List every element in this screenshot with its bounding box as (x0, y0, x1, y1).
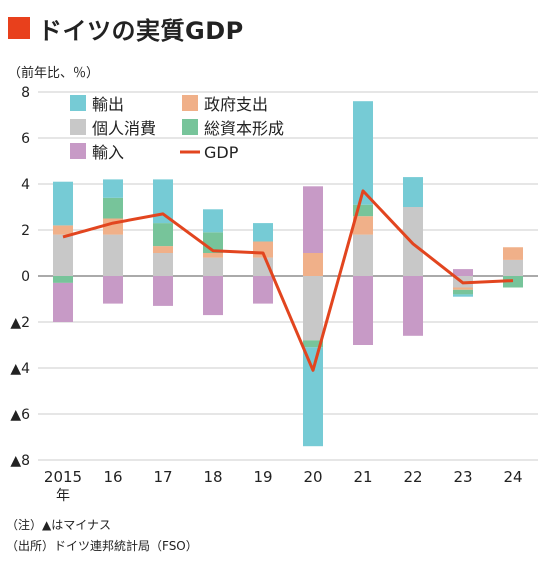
bar-imports (203, 276, 223, 316)
bar-consumption (303, 276, 323, 341)
title-square-icon (8, 17, 30, 39)
bar-exports (303, 347, 323, 447)
bar-government (153, 246, 173, 253)
bar-imports (103, 276, 123, 304)
bar-exports (253, 223, 273, 242)
bar-capital (453, 289, 473, 295)
bar-exports (353, 101, 373, 205)
y-tick-label: 4 (21, 177, 30, 193)
bar-government (503, 247, 523, 260)
bar-imports (253, 276, 273, 304)
bar-imports (403, 276, 423, 336)
bar-government (353, 216, 373, 235)
legend-label-consumption: 個人消費 (92, 119, 156, 138)
legend-label-exports: 輸出 (92, 95, 124, 114)
bar-capital (103, 197, 123, 219)
chart-title: ドイツの実質GDP (8, 10, 244, 46)
y-tick-label: ▲4 (10, 361, 30, 377)
bar-imports (453, 269, 473, 276)
legend-label-government: 政府支出 (204, 95, 268, 114)
y-tick-label: 6 (21, 131, 30, 147)
y-tick-label: ▲8 (10, 453, 30, 469)
legend-swatch-exports (70, 95, 86, 111)
chart-title-text: ドイツの実質GDP (38, 16, 244, 45)
note-source: （出所）ドイツ連邦統計局（FSO） (6, 539, 198, 553)
bar-exports (53, 181, 73, 226)
unit-label: （前年比、％） (8, 66, 100, 81)
y-tick-label: ▲6 (10, 407, 30, 423)
bar-consumption (203, 257, 223, 276)
bar-exports (453, 294, 473, 297)
legend-swatch-imports (70, 143, 86, 159)
bar-imports (153, 276, 173, 306)
bar-consumption (503, 259, 523, 276)
bar-exports (203, 209, 223, 233)
x-tick-label: 22 (403, 468, 422, 486)
legend-label-gdp_line: GDP (204, 143, 239, 162)
bar-imports (303, 186, 323, 253)
x-tick-label: 21 (353, 468, 372, 486)
x-tick-label: 24 (503, 468, 522, 486)
note-minus: （注）▲はマイナス (6, 518, 111, 532)
legend-label-imports: 輸入 (92, 143, 124, 162)
gdp-line (62, 189, 514, 372)
y-tick-label: 0 (21, 269, 30, 285)
bar-consumption (103, 234, 123, 276)
bar-government (303, 253, 323, 276)
legend-swatch-capital (182, 119, 198, 135)
x-tick-year-suffix: 年 (56, 488, 70, 504)
x-tick-label: 19 (253, 468, 272, 486)
x-tick-label: 18 (203, 468, 222, 486)
x-tick-label: 2015 (44, 468, 82, 486)
bar-consumption (153, 253, 173, 276)
bar-capital (303, 340, 323, 348)
bar-capital (153, 223, 173, 247)
y-tick-label: 2 (21, 223, 30, 239)
x-tick-label: 17 (153, 468, 172, 486)
bar-exports (103, 179, 123, 198)
legend-label-capital: 総資本形成 (204, 119, 284, 138)
bar-imports (353, 276, 373, 345)
x-tick-label: 23 (453, 468, 472, 486)
bar-consumption (353, 234, 373, 276)
y-tick-label: ▲2 (10, 315, 30, 331)
bar-capital (53, 276, 73, 283)
y-tick-label: 8 (21, 85, 30, 101)
bar-government (453, 287, 473, 290)
x-tick-label: 20 (303, 468, 322, 486)
bar-consumption (53, 234, 73, 276)
bar-exports (153, 179, 173, 224)
bar-consumption (403, 207, 423, 276)
bar-government (53, 225, 73, 235)
legend-swatch-government (182, 95, 198, 111)
bar-government (203, 253, 223, 258)
bar-imports (53, 282, 73, 322)
bar-exports (403, 177, 423, 207)
bar-capital (353, 204, 373, 217)
legend-swatch-consumption (70, 119, 86, 135)
x-tick-label: 16 (103, 468, 122, 486)
